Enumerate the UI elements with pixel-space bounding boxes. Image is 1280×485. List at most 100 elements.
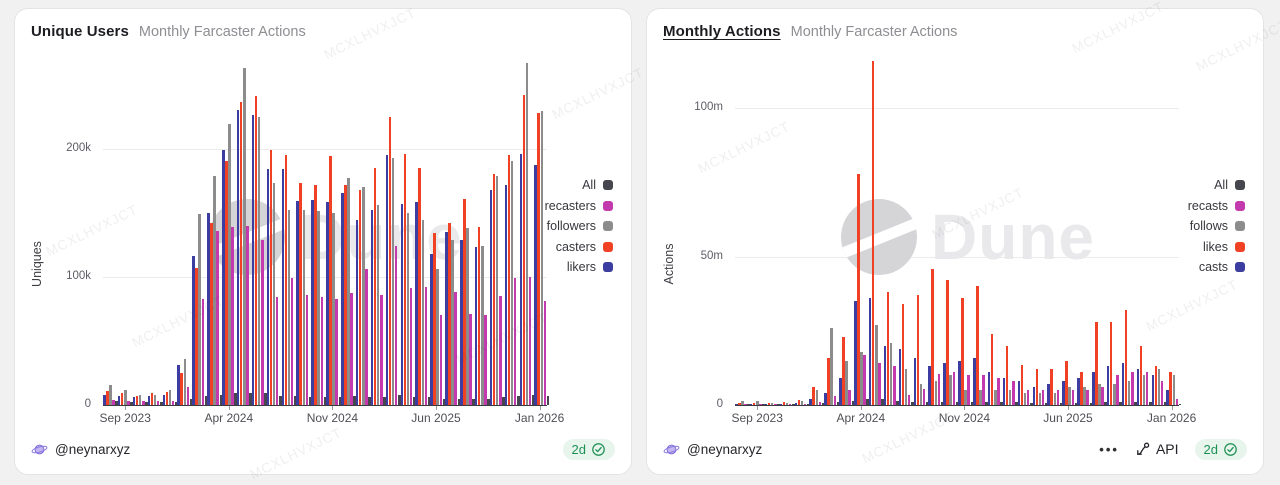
bar-group-sep-2025 [474,55,490,405]
bar-casters [135,396,139,405]
bar-All [985,402,988,405]
refresh-age-badge[interactable]: 2d [562,438,615,460]
more-options-button[interactable]: ••• [1099,441,1119,457]
bar-likers [460,239,463,405]
bar-recasters [186,387,190,405]
bar-casts [764,404,768,405]
bar-group-apr-2025 [1032,55,1048,405]
legend-item-followers[interactable]: followers [545,216,613,237]
bar-recasts [1071,390,1075,405]
bar-group-mar-2025 [385,55,401,405]
bar-group-jun-2024 [251,55,267,405]
legend-item-likes[interactable]: likes [1188,237,1245,258]
bar-group-may-2024 [868,55,884,405]
bar-All [1059,402,1063,405]
legend-item-casters[interactable]: casters [545,237,613,258]
bar-All [472,398,475,405]
bar-likers [207,212,210,405]
bar-recasts [878,363,881,405]
bar-All [234,393,237,405]
author-link[interactable]: @neynarxyz [663,441,762,458]
bar-All [264,393,267,405]
bar-group-mar-2025 [1017,55,1033,405]
x-axis-tick-label: Apr 2024 [836,411,886,425]
bar-All [881,399,884,405]
author-link[interactable]: @neynarxyz [31,441,130,458]
x-axis-tick-mark [125,406,127,410]
chart-legend: All recasts follows likes casts [1188,175,1245,278]
dashboard-subtitle: Monthly Farcaster Actions [790,24,958,40]
bar-follows [949,375,952,405]
bar-All [836,402,840,405]
bar-casts [1017,381,1021,405]
bar-likes [1065,360,1068,405]
bar-All [925,402,929,405]
bar-recasters [320,297,324,405]
legend-item-likers[interactable]: likers [545,257,613,278]
bar-recasters [127,401,130,405]
bar-group-aug-2025 [1092,55,1107,405]
bar-recasters [350,293,353,405]
bar-All [1104,402,1107,405]
bar-likers [192,256,195,405]
bar-casts [1166,390,1169,405]
bar-casters [210,222,213,405]
bar-casts [735,404,738,405]
bar-group-dec-2024 [341,55,356,405]
bar-likers [415,202,418,405]
bar-casters [522,94,526,405]
bar-casts [1092,372,1095,405]
card-footer: @neynarxyz 2d [31,436,615,462]
legend-swatch-icon [603,180,613,191]
gridline-200k [103,148,547,150]
legend-label: likes [1202,239,1228,254]
bar-likes [752,402,756,405]
author-handle: @neynarxyz [55,441,131,457]
card-header: Monthly Actions Monthly Farcaster Action… [663,23,1247,49]
bar-All [821,403,825,405]
query-title-link[interactable]: Monthly Actions [663,23,781,40]
bar-group-apr-2024 [854,55,869,405]
legend-swatch-icon [603,221,613,232]
bar-followers [510,161,514,405]
refresh-age-badge[interactable]: 2d [1194,438,1247,460]
bar-casters [358,189,362,405]
api-button[interactable]: API [1135,441,1179,457]
bar-group-jun-2025 [1062,55,1078,405]
legend-item-all[interactable]: All [545,175,613,196]
bar-followers [406,212,410,405]
bar-group-oct-2024 [943,55,959,405]
bar-All [457,398,460,405]
bar-likes [1020,364,1024,405]
bar-casts [1077,378,1080,405]
bar-likes [1169,372,1172,405]
legend-swatch-icon [1235,221,1245,232]
bar-group-apr-2025 [400,55,416,405]
legend-item-casts[interactable]: casts [1188,257,1245,278]
bar-follows [1038,393,1042,405]
bar-likers [489,189,493,405]
legend-item-all[interactable]: All [1188,175,1245,196]
legend-swatch-icon [1235,200,1245,211]
bar-likers [266,169,270,405]
bar-group-nov-2025 [504,55,520,405]
bar-All [338,397,341,405]
bar-group-feb-2024 [192,55,208,405]
bar-follows [1172,375,1176,405]
bar-group-oct-2025 [489,55,505,405]
legend-item-recasts[interactable]: recasts [1188,196,1245,217]
legend-item-follows[interactable]: follows [1188,216,1245,237]
bar-All [412,397,416,405]
bar-casts [809,399,812,405]
bar-follows [785,402,789,405]
bar-recasters [499,296,502,405]
bar-All [323,397,327,405]
bar-group-sep-2025 [1106,55,1122,405]
legend-item-recasters[interactable]: recasters [545,196,613,217]
bar-recasters [409,288,413,405]
query-title-link[interactable]: Unique Users [31,23,129,40]
bar-group-jul-2025 [1077,55,1092,405]
bar-recasts [818,402,822,405]
bar-casters [448,222,451,405]
